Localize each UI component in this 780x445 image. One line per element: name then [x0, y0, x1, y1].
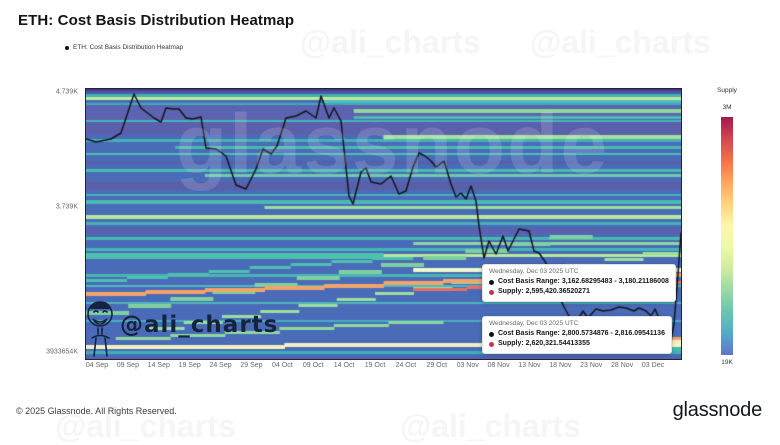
legend-item[interactable]: ETH: Cost Basis Distribution Heatmap [65, 44, 183, 51]
x-tick-label: 28 Nov [611, 362, 634, 369]
colorbar-title: Supply [717, 87, 737, 94]
header-watermark-text: @ali_charts [300, 24, 481, 60]
tooltip-date: Wednesday, Dec 03 2025 UTC [489, 268, 579, 275]
tooltip-row-label: Cost Basis Range: [498, 330, 560, 337]
supply-dot-icon [489, 341, 494, 347]
x-tick-label: 08 Nov [487, 362, 510, 369]
heatmap-plot-area[interactable] [85, 88, 682, 360]
x-tick-label: 24 Sep [209, 362, 232, 369]
tooltip-row-value: 2,620,321.54413355 [525, 340, 590, 347]
tooltip-row-value: 2,595,420.36520271 [525, 288, 590, 295]
colorbar-max-label: 3M [722, 104, 732, 111]
x-tick-label: 03 Nov [456, 362, 479, 369]
x-tick-label: 19 Oct [364, 362, 386, 369]
copyright-text: © 2025 Glassnode. All Rights Reserved. [16, 406, 177, 416]
x-tick-label: 03 Dec [641, 362, 665, 369]
colorbar-gradient [721, 117, 733, 355]
x-tick-label: 04 Sep [85, 362, 109, 369]
x-tick-label: 04 Oct [272, 362, 293, 369]
y-axis-tick-bottom: 3933654K [46, 348, 78, 356]
x-axis: 04 Sep 09 Sep 14 Sep 19 Sep 24 Sep 29 Sep 04 O… [85, 362, 680, 376]
x-tick-label: 09 Sep [116, 362, 139, 369]
x-tick-label: 29 Oct [426, 362, 448, 369]
x-tick-label: 14 Oct [333, 362, 355, 369]
supply-dot-icon [489, 289, 494, 295]
x-tick-label: 09 Oct [302, 362, 324, 369]
x-tick-label: 19 Sep [178, 362, 201, 369]
x-tick-label: 18 Nov [549, 362, 572, 369]
glassnode-logo: glassnode [672, 399, 763, 421]
legend-marker-icon [65, 45, 69, 50]
cost-basis-heatmap-canvas[interactable] [86, 89, 681, 359]
x-tick-label: 13 Nov [518, 362, 541, 369]
x-tick-label: 24 Oct [395, 362, 417, 369]
header-watermark-text: @ali_charts [530, 24, 711, 60]
tooltip-lower: Wednesday, Dec 03 2025 UTC Cost Basis Ra… [482, 316, 672, 354]
tooltip-row-label: Cost Basis Range: [498, 278, 560, 285]
y-axis-tick-middle: 3.739K [55, 203, 78, 211]
legend-label: ETH: Cost Basis Distribution Heatmap [73, 44, 184, 51]
tooltip-upper: Wednesday, Dec 03 2025 UTC Cost Basis Ra… [482, 264, 676, 302]
tooltip-row-value: 2,800.5734876 - 2,816.09541136 [561, 330, 665, 337]
footer-watermark-text: @ali_charts [400, 408, 581, 444]
page-title: ETH: Cost Basis Distribution Heatmap [18, 12, 295, 29]
colorbar-min-label: 19K [721, 359, 733, 366]
cost-basis-dot-icon [489, 331, 494, 337]
cost-basis-dot-icon [489, 279, 494, 285]
y-axis-tick-top: 4.739K [55, 88, 78, 96]
tooltip-row-value: 3,162.68295483 - 3,180.21186008 [561, 278, 669, 285]
tooltip-date: Wednesday, Dec 03 2025 UTC [489, 320, 579, 327]
tooltip-row-label: Supply: [498, 288, 524, 295]
x-tick-label: 23 Nov [580, 362, 603, 369]
x-tick-label: 29 Sep [240, 362, 263, 369]
x-tick-label: 14 Sep [147, 362, 170, 369]
tooltip-row-label: Supply: [498, 340, 524, 347]
